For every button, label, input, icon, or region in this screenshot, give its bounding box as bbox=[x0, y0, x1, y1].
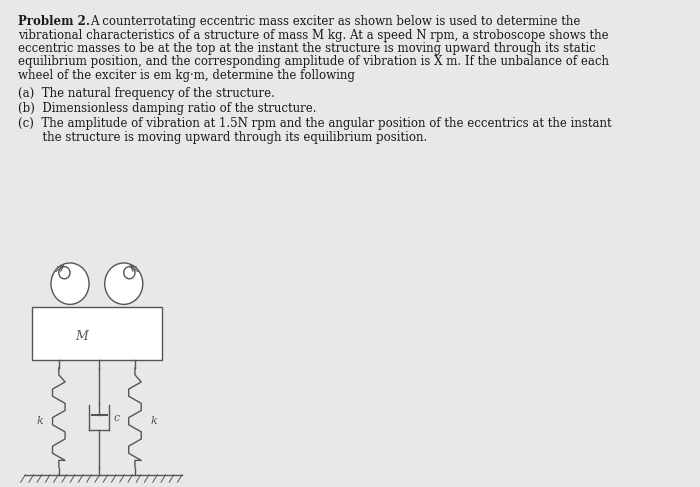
Text: k: k bbox=[36, 416, 43, 426]
Text: k: k bbox=[150, 416, 158, 426]
Text: Problem 2.: Problem 2. bbox=[18, 15, 90, 28]
Text: eccentric masses to be at the top at the instant the structure is moving upward : eccentric masses to be at the top at the… bbox=[18, 42, 596, 55]
Text: (b)  Dimensionless damping ratio of the structure.: (b) Dimensionless damping ratio of the s… bbox=[18, 102, 316, 115]
Text: vibrational characteristics of a structure of mass M kg. At a speed N rpm, a str: vibrational characteristics of a structu… bbox=[18, 29, 608, 41]
Circle shape bbox=[124, 266, 135, 279]
Circle shape bbox=[51, 263, 89, 304]
Text: equilibrium position, and the corresponding amplitude of vibration is X m. If th: equilibrium position, and the correspond… bbox=[18, 56, 609, 69]
Bar bbox=[32, 307, 162, 360]
Text: A counterrotating eccentric mass exciter as shown below is used to determine the: A counterrotating eccentric mass exciter… bbox=[90, 15, 580, 28]
Text: c: c bbox=[113, 412, 120, 423]
Text: the structure is moving upward through its equilibrium position.: the structure is moving upward through i… bbox=[20, 131, 427, 144]
Circle shape bbox=[59, 266, 70, 279]
Text: M: M bbox=[75, 330, 88, 343]
Text: wheel of the exciter is em kg·m, determine the following: wheel of the exciter is em kg·m, determi… bbox=[18, 69, 355, 82]
Text: (a)  The natural frequency of the structure.: (a) The natural frequency of the structu… bbox=[18, 87, 275, 99]
Text: (c)  The amplitude of vibration at 1.5N rpm and the angular position of the ecce: (c) The amplitude of vibration at 1.5N r… bbox=[18, 117, 612, 131]
Circle shape bbox=[105, 263, 143, 304]
